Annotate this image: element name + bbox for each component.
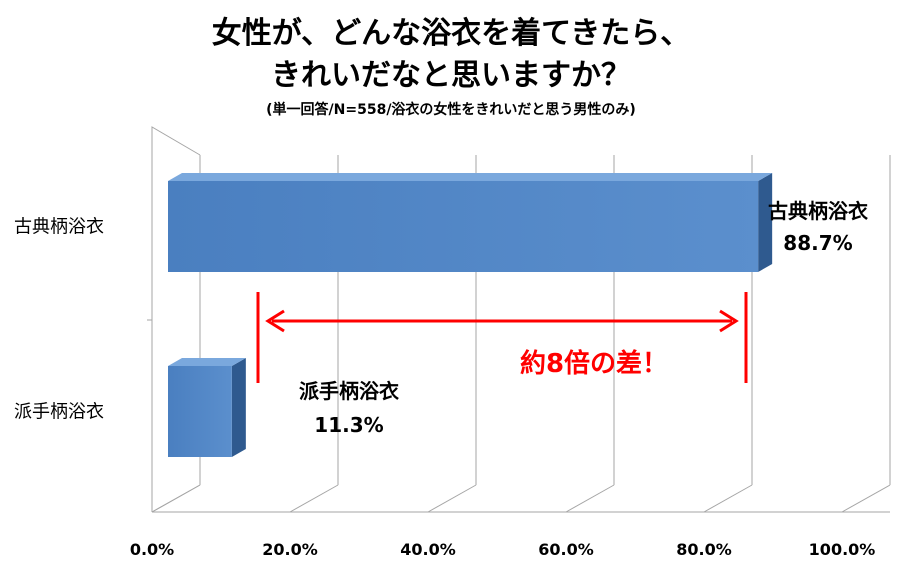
annotation-arrowhead-right	[719, 309, 739, 333]
category-label: 古典柄浴衣	[14, 217, 104, 238]
x-tick-label: 20.0%	[262, 540, 318, 559]
data-label-value: 11.3%	[314, 413, 383, 437]
bar-1	[168, 173, 773, 272]
chart-title-line1: 女性が、どんな浴衣を着てきたら、	[211, 16, 691, 51]
data-label-name: 古典柄浴衣	[768, 199, 868, 223]
category-label: 派手柄浴衣	[14, 402, 104, 423]
x-tick-label: 80.0%	[676, 540, 732, 559]
data-label-value: 88.7%	[783, 231, 852, 255]
x-tick-label: 40.0%	[400, 540, 456, 559]
gridline-floor	[427, 484, 477, 513]
bar	[168, 181, 759, 272]
gridline-floor	[703, 484, 753, 513]
x-tick-label: 0.0%	[130, 540, 174, 559]
bar-side	[231, 358, 246, 457]
bar-top	[168, 358, 246, 366]
difference-annotation: 約8倍の差！	[256, 292, 748, 383]
chart-subtitle: (単一回答/N=558/浴衣の女性をきれいだと思う男性のみ)	[266, 102, 636, 118]
bar	[168, 366, 232, 457]
bar-side	[758, 173, 773, 272]
data-label-name: 派手柄浴衣	[299, 379, 399, 403]
annotation-text: 約8倍の差！	[520, 348, 668, 379]
gridline-floor	[289, 484, 339, 513]
bar-top	[168, 173, 773, 181]
floor-edge	[151, 484, 201, 513]
annotation-arrowhead-left	[265, 309, 285, 333]
x-tick-label: 60.0%	[538, 540, 594, 559]
x-tick-label: 100.0%	[809, 540, 876, 559]
y-axis-wall	[151, 126, 201, 512]
gridline-floor	[565, 484, 615, 513]
gridline-floor	[841, 484, 891, 513]
chart-title-line2: きれいだなと思いますか？	[271, 58, 631, 93]
bar-2	[168, 358, 246, 457]
